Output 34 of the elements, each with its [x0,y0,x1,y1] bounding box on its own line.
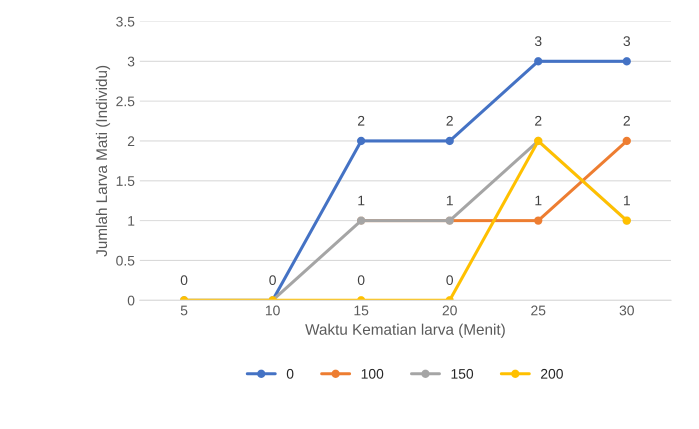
data-label: 2 [358,116,364,126]
x-tick-label: 20 [442,306,457,316]
data-label: 0 [269,275,276,286]
data-label: 3 [534,36,542,46]
data-label: 2 [535,116,542,126]
data-label: 1 [535,196,542,206]
legend-label: 0 [286,368,294,379]
data-label: 1 [446,196,453,206]
legend-label: 100 [362,368,384,379]
x-axis-title: Waktu Kematian larva (Menit) [305,324,505,338]
data-label: 2 [446,116,453,126]
legend-label: 200 [541,368,563,379]
data-label: 0 [446,275,454,286]
legend-label: 150 [452,368,474,379]
x-tick-label: 15 [354,306,368,316]
y-tick-label: 0.5 [116,256,134,266]
data-label: 3 [623,36,630,46]
x-tick-label: 5 [180,306,188,316]
x-tick-label: 25 [531,306,546,316]
y-tick-label: 3.5 [116,16,134,27]
data-label: 0 [358,275,364,286]
y-tick-label: 2.5 [116,96,134,106]
y-tick-label: 1 [128,216,134,226]
x-tick-label: 30 [620,306,634,316]
x-tick-label: 10 [266,306,280,316]
y-tick-label: 0 [128,296,134,306]
y-axis-title: Jumlah Larva Mati (Individu) [96,66,110,257]
data-label: 1 [358,196,364,206]
y-tick-label: 2 [128,136,134,146]
data-label: 0 [180,275,188,286]
y-tick-label: 1.5 [116,176,134,186]
data-label: 2 [624,116,630,126]
data-label: 1 [624,196,630,206]
y-tick-label: 3 [128,56,134,66]
